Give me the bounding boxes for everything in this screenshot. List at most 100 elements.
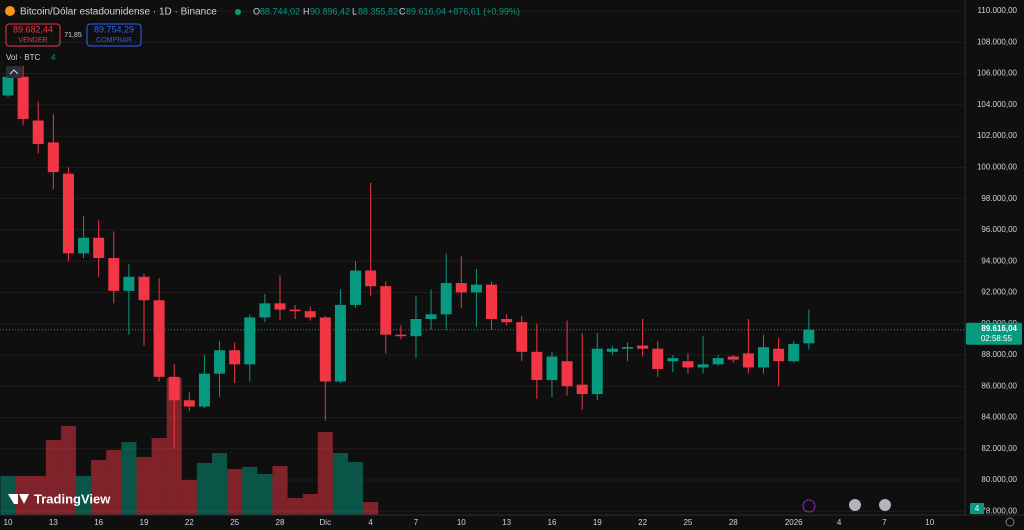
y-tick-label: 102.000,00 xyxy=(977,131,1018,140)
x-tick-label: 13 xyxy=(49,518,58,527)
candle-body xyxy=(17,76,29,119)
coin-icon xyxy=(5,6,15,16)
ohlc-label: H xyxy=(303,6,310,16)
candle-body xyxy=(803,329,815,344)
volume-bar xyxy=(45,440,61,515)
volume-bar xyxy=(181,480,197,515)
y-tick-label: 86.000,00 xyxy=(981,381,1017,390)
candle-body xyxy=(440,283,452,315)
y-tick-label: 94.000,00 xyxy=(981,256,1017,265)
x-tick-label: 7 xyxy=(414,518,419,527)
x-tick-label: 22 xyxy=(638,518,647,527)
y-tick-label: 110.000,00 xyxy=(978,6,1018,15)
candle-body xyxy=(108,258,120,291)
x-tick-label: 28 xyxy=(729,518,738,527)
settings-icon[interactable] xyxy=(1005,517,1015,527)
buy-price[interactable]: 89.754,29 xyxy=(94,24,134,34)
ohlc-value: 90.896,42 xyxy=(310,6,350,16)
volume-bar xyxy=(30,476,46,515)
volume-bar xyxy=(121,442,137,515)
candle-body xyxy=(758,347,769,368)
candle-body xyxy=(516,322,528,352)
candle-body xyxy=(32,120,44,144)
event-icon[interactable] xyxy=(849,499,861,511)
x-tick-label: 13 xyxy=(502,518,511,527)
x-tick-label: 16 xyxy=(94,518,103,527)
candle-body xyxy=(652,348,664,370)
volume-bar xyxy=(151,438,167,515)
candle-body xyxy=(667,358,679,362)
candle-body xyxy=(788,344,800,362)
volume-bar xyxy=(332,453,348,515)
candle-body xyxy=(380,286,392,335)
volume-bar xyxy=(75,476,92,515)
y-tick-label: 108.000,00 xyxy=(977,37,1018,46)
candle-body xyxy=(682,361,694,368)
y-tick-label: 100.000,00 xyxy=(977,163,1018,172)
x-tick-label: 22 xyxy=(185,518,194,527)
volume-value: 4 xyxy=(51,53,56,62)
volume-bar xyxy=(60,426,76,515)
change: +876,61 (+0,99%) xyxy=(448,6,520,16)
y-tick-label: 84.000,00 xyxy=(981,413,1017,422)
x-tick-label: 25 xyxy=(230,518,239,527)
sell-button[interactable] xyxy=(5,23,61,47)
x-tick-label: Dic xyxy=(320,518,332,527)
volume-bar xyxy=(0,476,16,515)
brand: TradingView xyxy=(34,491,111,506)
candle-body xyxy=(138,276,150,301)
candle-body xyxy=(229,350,241,365)
candle-body xyxy=(501,319,513,323)
volume-bar xyxy=(211,453,228,515)
x-tick-label: 25 xyxy=(683,518,692,527)
volume-bar xyxy=(363,502,379,515)
volume-bar xyxy=(272,466,288,515)
candle-body xyxy=(455,283,467,293)
volume-tag-label: 4 xyxy=(975,504,980,513)
y-tick-label: 98.000,00 xyxy=(981,194,1017,203)
volume-tag xyxy=(970,503,984,514)
status-dot xyxy=(235,9,241,15)
volume-bar xyxy=(106,450,122,515)
volume-bar xyxy=(136,457,152,515)
candle-body xyxy=(622,347,634,349)
ohlc-label: O xyxy=(253,6,260,16)
buy-button[interactable] xyxy=(86,23,142,47)
candle-body xyxy=(727,356,739,360)
candle-body xyxy=(350,270,362,305)
candle-body xyxy=(742,353,754,368)
candle-body xyxy=(214,350,226,374)
candle-body xyxy=(93,237,105,259)
candle-body xyxy=(486,284,498,320)
x-tick-label: 2026 xyxy=(785,518,803,527)
event-icon[interactable] xyxy=(802,499,816,513)
collapse-button[interactable] xyxy=(6,66,22,78)
candle-body xyxy=(153,300,165,377)
volume-name: Vol · BTC xyxy=(6,53,40,62)
chevron-icon xyxy=(9,69,19,75)
y-tick-label: 88.000,00 xyxy=(981,350,1017,359)
x-tick-label: 7 xyxy=(882,518,887,527)
sell-price[interactable]: 89.682,44 xyxy=(13,24,53,34)
y-tick-label: 78.000,00 xyxy=(981,506,1017,515)
candle-body xyxy=(334,304,346,382)
volume-bar xyxy=(91,460,107,515)
candle-body xyxy=(425,314,437,320)
buy-label[interactable]: COMPRAR xyxy=(96,37,132,44)
chart-title: Bitcoin/Dólar estadounidense · 1D · Bina… xyxy=(20,7,217,18)
candle-body xyxy=(289,309,301,312)
x-tick-label: 28 xyxy=(276,518,285,527)
event-icon[interactable] xyxy=(879,499,891,511)
y-tick-label: 82.000,00 xyxy=(981,444,1017,453)
candle-body xyxy=(2,76,14,96)
x-tick-label: 10 xyxy=(925,518,934,527)
y-tick-label: 80.000,00 xyxy=(981,475,1017,484)
sell-label[interactable]: VENDER xyxy=(18,37,47,44)
volume-bar xyxy=(196,463,212,515)
candle-body xyxy=(697,364,709,368)
candle-body xyxy=(62,173,74,254)
candle-body xyxy=(123,276,135,291)
candle-body xyxy=(773,348,785,362)
